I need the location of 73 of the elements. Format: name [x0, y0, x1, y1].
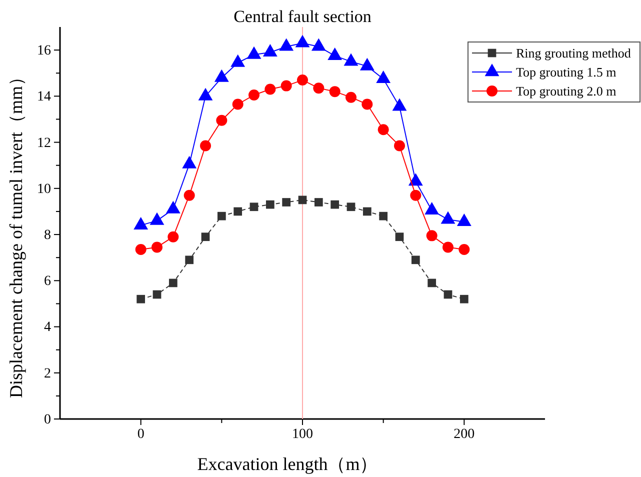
point	[200, 140, 211, 152]
point	[410, 190, 422, 201]
legend-label: Top grouting 1.5 m	[516, 64, 616, 80]
point	[135, 244, 146, 256]
point	[444, 290, 452, 299]
point	[344, 53, 358, 66]
point	[264, 84, 276, 95]
point	[198, 88, 213, 100]
x-tick-label: 200	[454, 426, 475, 442]
point	[279, 38, 294, 51]
y-tick-label: 6	[44, 274, 51, 290]
point	[248, 90, 260, 101]
point	[313, 82, 324, 94]
point	[346, 92, 356, 103]
legend-label: Top grouting 2.0 m	[516, 84, 616, 98]
point	[328, 48, 342, 60]
point	[168, 278, 178, 288]
point	[217, 212, 226, 220]
point	[234, 207, 242, 216]
point	[376, 70, 391, 84]
point	[411, 256, 420, 264]
point	[262, 44, 278, 57]
point	[426, 230, 438, 242]
point	[442, 242, 454, 253]
point	[460, 294, 468, 304]
x-axis-title: Excavation length（m）	[197, 454, 378, 474]
y-tick-label: 14	[37, 90, 51, 105]
point	[246, 46, 262, 59]
y-tick-label: 8	[44, 228, 51, 244]
y-tick-label: 0	[44, 412, 51, 428]
point	[216, 114, 228, 126]
point	[136, 294, 146, 304]
point	[458, 244, 470, 256]
point	[280, 80, 292, 92]
point	[185, 256, 194, 264]
legend-label: Ring grouting method	[516, 46, 632, 60]
point	[362, 98, 373, 110]
point	[314, 198, 323, 206]
y-tick-label: 16	[37, 44, 51, 59]
point	[295, 34, 310, 48]
point	[362, 207, 372, 216]
point	[330, 200, 340, 209]
point	[346, 202, 356, 212]
x-tick-label: 0	[137, 426, 144, 442]
y-tick-label: 2	[44, 366, 51, 382]
point	[214, 69, 229, 82]
y-tick-label: 10	[37, 182, 51, 197]
y-axis-title: Displacement change of tumel invert（mm）	[6, 68, 26, 398]
point	[201, 232, 210, 242]
point	[298, 196, 307, 204]
point	[392, 98, 407, 111]
point	[329, 86, 340, 98]
point	[360, 58, 374, 70]
point	[282, 198, 291, 206]
point	[168, 231, 179, 242]
point	[184, 190, 195, 201]
point	[395, 232, 404, 242]
x-tick-label: 100	[292, 426, 313, 442]
point	[250, 202, 258, 212]
point	[152, 242, 162, 253]
point	[297, 74, 308, 86]
point	[311, 38, 326, 51]
point	[152, 290, 162, 299]
point	[428, 278, 436, 288]
y-tick-label: 12	[37, 136, 51, 151]
point	[266, 200, 274, 209]
point	[394, 140, 405, 152]
y-tick-label: 4	[44, 320, 51, 336]
point	[378, 124, 389, 136]
point	[379, 212, 388, 220]
point	[230, 54, 246, 67]
point	[232, 98, 244, 110]
chart-title: Central fault section	[234, 7, 372, 26]
